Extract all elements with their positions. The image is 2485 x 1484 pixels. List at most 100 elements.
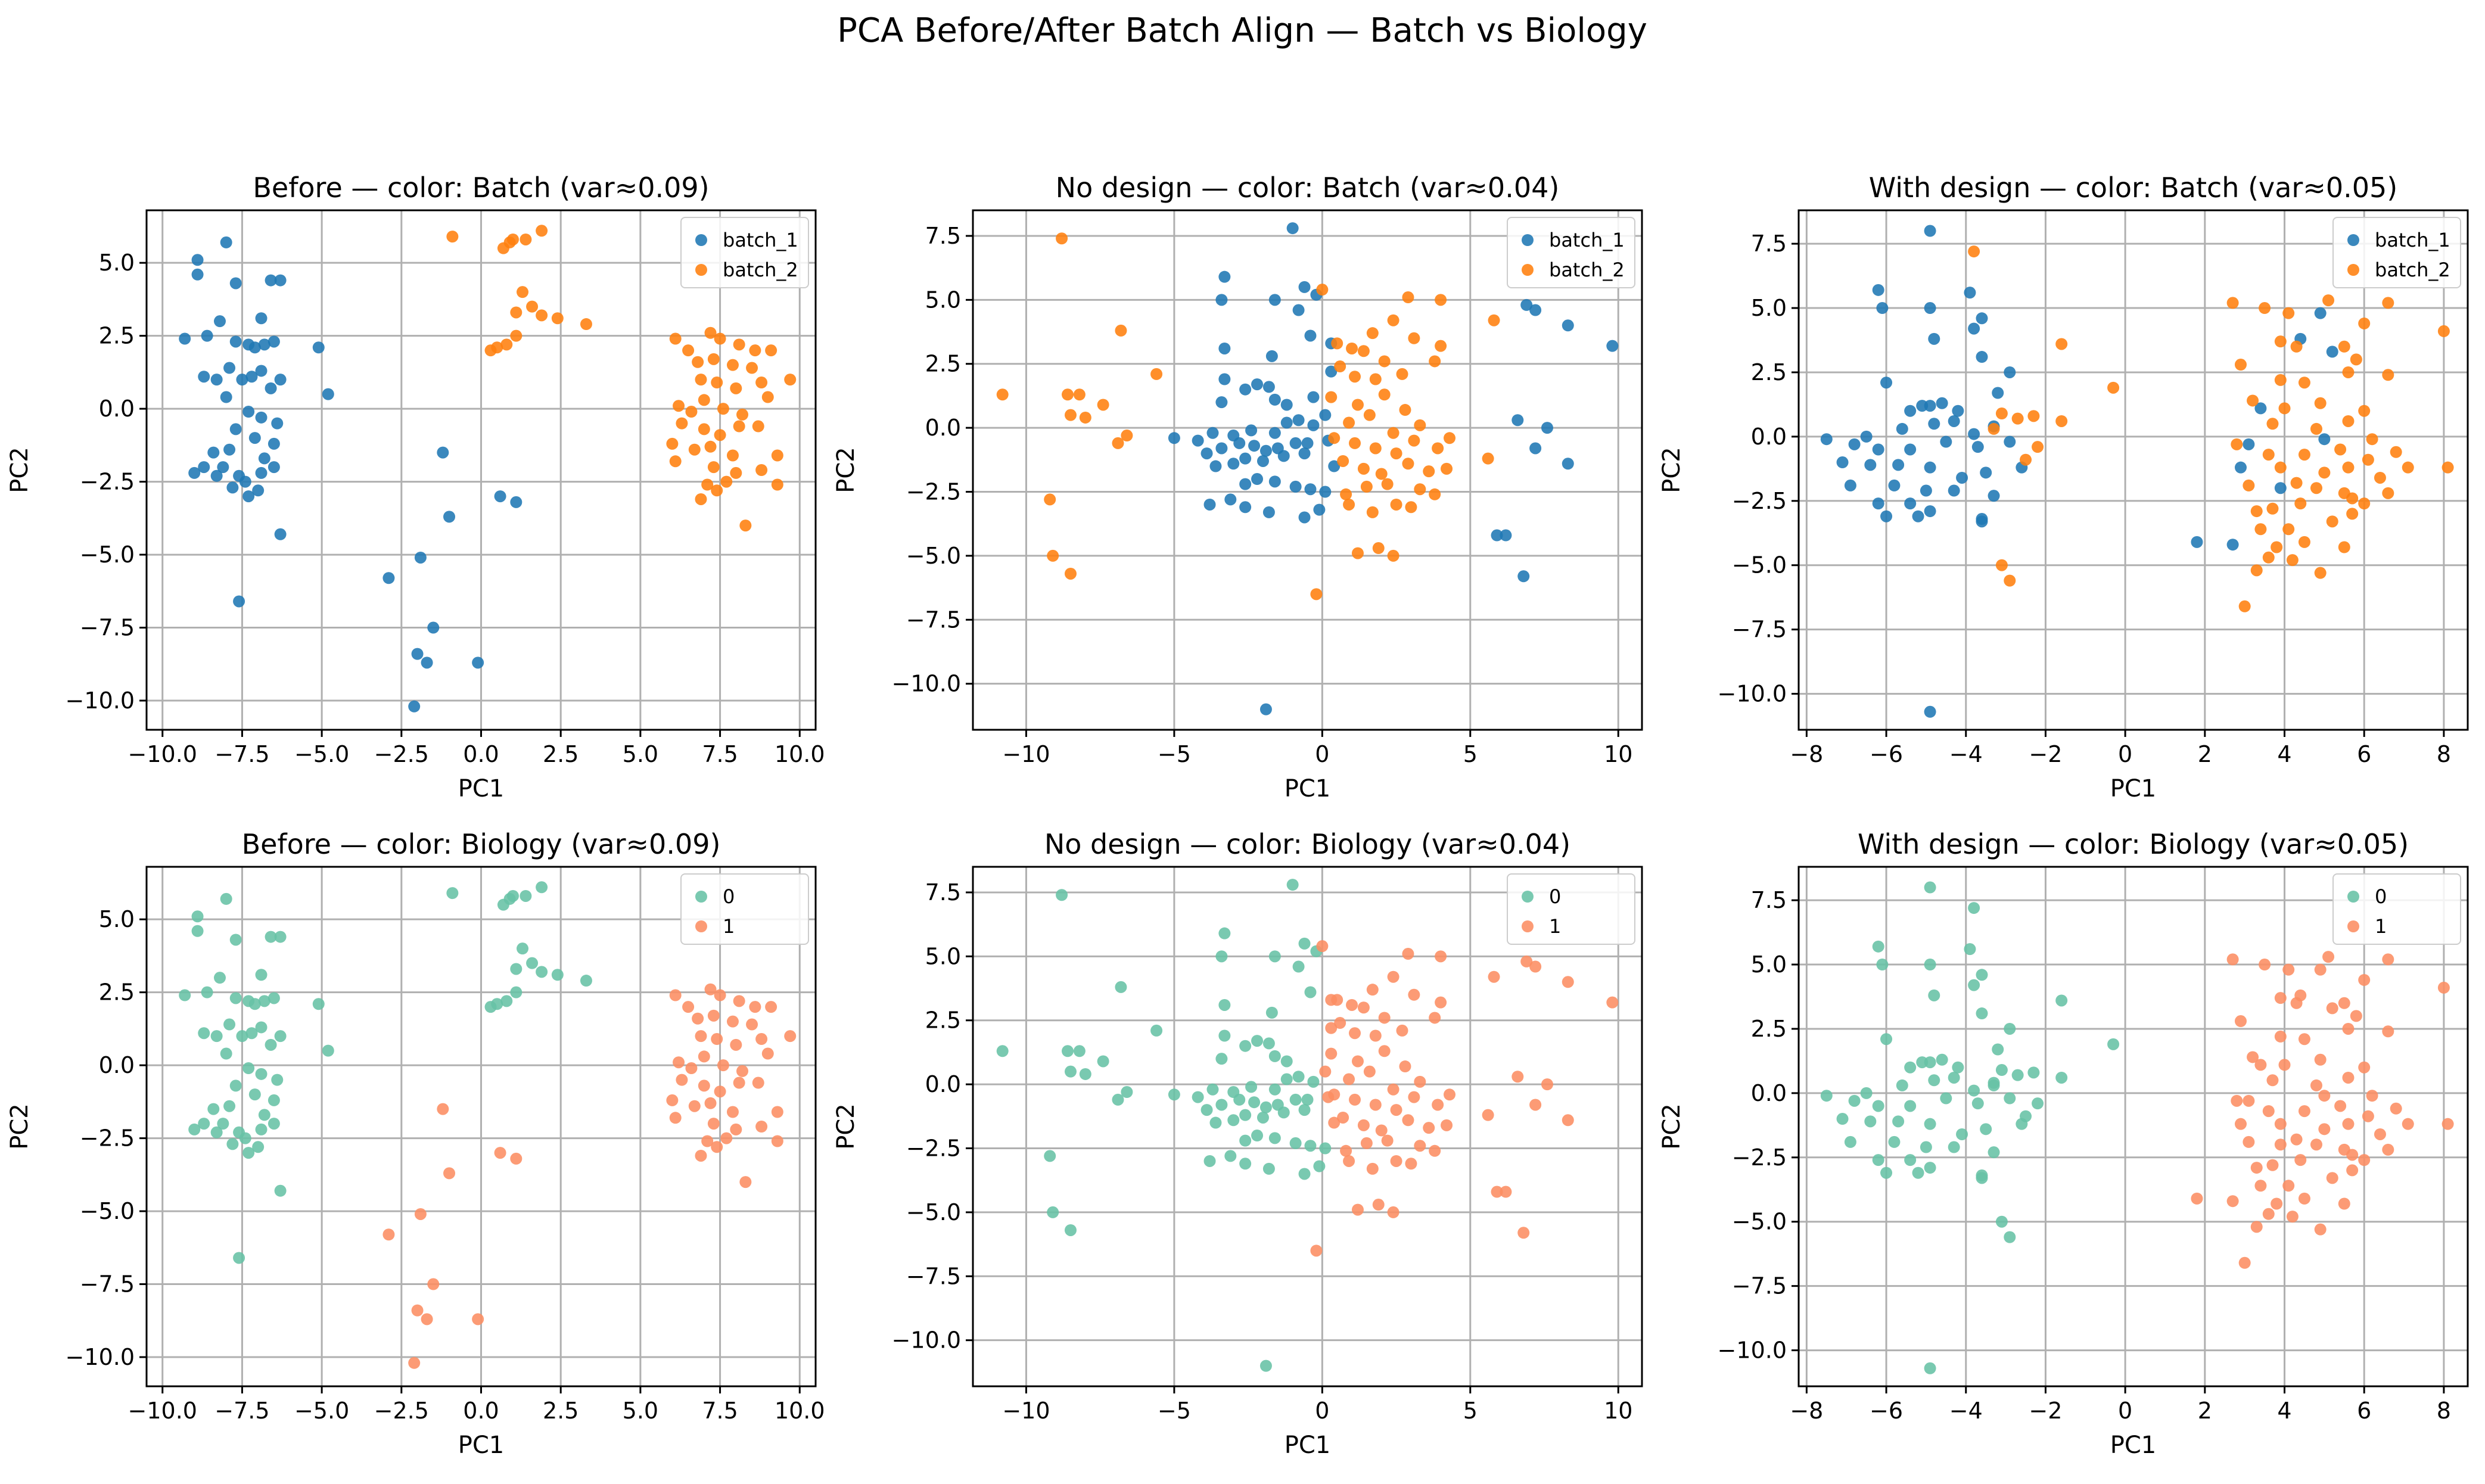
data-point bbox=[2318, 466, 2331, 479]
legend-label: 1 bbox=[1549, 915, 1561, 938]
x-tick-label: 10.0 bbox=[775, 1398, 825, 1424]
y-tick-label: 0.0 bbox=[99, 1052, 135, 1078]
data-point bbox=[1192, 434, 1204, 447]
data-point bbox=[2262, 1208, 2275, 1220]
x-tick-label: 0.0 bbox=[463, 741, 499, 767]
data-point bbox=[551, 312, 564, 325]
y-tick-label: 5.0 bbox=[925, 287, 961, 313]
data-point bbox=[1316, 284, 1329, 296]
data-point bbox=[408, 700, 421, 713]
data-point bbox=[2055, 1071, 2068, 1084]
series-batch_1 bbox=[179, 236, 522, 713]
data-point bbox=[1337, 1111, 1349, 1124]
data-point bbox=[1390, 498, 1402, 511]
data-point bbox=[1948, 1071, 1960, 1084]
data-point bbox=[1529, 304, 1542, 316]
data-point bbox=[685, 1062, 698, 1075]
data-point bbox=[1995, 1215, 2008, 1228]
data-point bbox=[1995, 1064, 2008, 1077]
data-point bbox=[2298, 1192, 2310, 1205]
data-point bbox=[1292, 414, 1305, 427]
y-tick-label: 5.0 bbox=[1751, 295, 1787, 321]
data-point bbox=[2358, 1154, 2371, 1166]
data-point bbox=[1268, 294, 1281, 306]
data-point bbox=[1239, 1040, 1252, 1052]
data-point bbox=[1387, 427, 1399, 439]
data-point bbox=[1562, 458, 1574, 470]
data-point bbox=[1964, 287, 1976, 299]
data-point bbox=[268, 992, 280, 1004]
data-point bbox=[1896, 1079, 1908, 1091]
data-point bbox=[1904, 1061, 1917, 1074]
legend-label: batch_2 bbox=[1549, 259, 1625, 281]
data-point bbox=[223, 1018, 236, 1031]
y-axis-label: PC2 bbox=[1658, 447, 1685, 493]
data-point bbox=[1346, 998, 1358, 1011]
data-point bbox=[1064, 409, 1077, 421]
y-tick-label: −5.0 bbox=[906, 543, 961, 569]
x-tick-label: 2.5 bbox=[543, 1398, 579, 1424]
data-point bbox=[506, 233, 519, 245]
x-tick-label: 2 bbox=[2198, 1398, 2212, 1424]
data-point bbox=[1956, 1128, 1968, 1140]
data-point bbox=[1280, 416, 1293, 429]
data-point bbox=[1904, 1100, 1917, 1112]
data-point bbox=[414, 1208, 427, 1220]
data-point bbox=[2234, 359, 2247, 371]
data-point bbox=[755, 377, 768, 389]
data-point bbox=[1121, 430, 1133, 442]
data-point bbox=[265, 274, 277, 287]
data-point bbox=[1289, 437, 1302, 449]
data-point bbox=[714, 1085, 726, 1098]
y-tick-label: −2.5 bbox=[1732, 488, 1787, 514]
data-point bbox=[255, 1021, 268, 1034]
data-point bbox=[2290, 997, 2303, 1009]
data-point bbox=[1872, 284, 1884, 296]
y-axis-label: PC2 bbox=[6, 1103, 33, 1150]
data-point bbox=[746, 1018, 758, 1031]
data-point bbox=[274, 1030, 287, 1043]
data-point bbox=[1541, 1078, 1553, 1091]
data-point bbox=[1340, 1144, 1352, 1157]
data-point bbox=[245, 371, 258, 383]
y-tick-label: −10.0 bbox=[892, 671, 961, 697]
data-point bbox=[2334, 443, 2347, 456]
data-point bbox=[2342, 1022, 2355, 1035]
data-point bbox=[2238, 1256, 2251, 1269]
data-point bbox=[2366, 433, 2378, 446]
data-point bbox=[1880, 1033, 1893, 1046]
data-point bbox=[739, 1176, 752, 1189]
data-point bbox=[1257, 1111, 1269, 1124]
data-point bbox=[1366, 327, 1379, 340]
data-point bbox=[1408, 434, 1420, 447]
data-point bbox=[669, 455, 682, 468]
data-point bbox=[1262, 506, 1275, 518]
data-point bbox=[268, 335, 280, 348]
data-point bbox=[1920, 1141, 1932, 1153]
y-tick-label: −7.5 bbox=[906, 1263, 961, 1289]
data-point bbox=[761, 391, 774, 403]
data-point bbox=[2382, 1143, 2394, 1156]
data-point bbox=[1441, 1119, 1453, 1131]
legend-marker bbox=[695, 891, 707, 903]
data-point bbox=[1435, 340, 1447, 352]
data-point bbox=[1876, 959, 1889, 971]
data-point bbox=[1224, 493, 1237, 506]
data-point bbox=[1268, 475, 1281, 488]
data-point bbox=[484, 344, 497, 357]
data-point bbox=[2247, 394, 2259, 407]
data-point bbox=[1292, 304, 1305, 316]
data-point bbox=[2011, 1069, 2024, 1081]
data-point bbox=[2226, 953, 2239, 966]
data-point bbox=[217, 461, 229, 474]
data-point bbox=[2342, 1118, 2355, 1130]
data-point bbox=[1064, 1224, 1077, 1236]
data-point bbox=[1988, 1146, 2000, 1159]
data-point bbox=[1062, 1045, 1074, 1057]
y-tick-label: −10.0 bbox=[1718, 1337, 1787, 1364]
legend-marker bbox=[2347, 920, 2359, 932]
x-tick-label: −7.5 bbox=[214, 741, 269, 767]
data-point bbox=[1298, 937, 1311, 950]
data-point bbox=[2004, 366, 2016, 378]
x-tick-label: 8 bbox=[2437, 741, 2451, 767]
